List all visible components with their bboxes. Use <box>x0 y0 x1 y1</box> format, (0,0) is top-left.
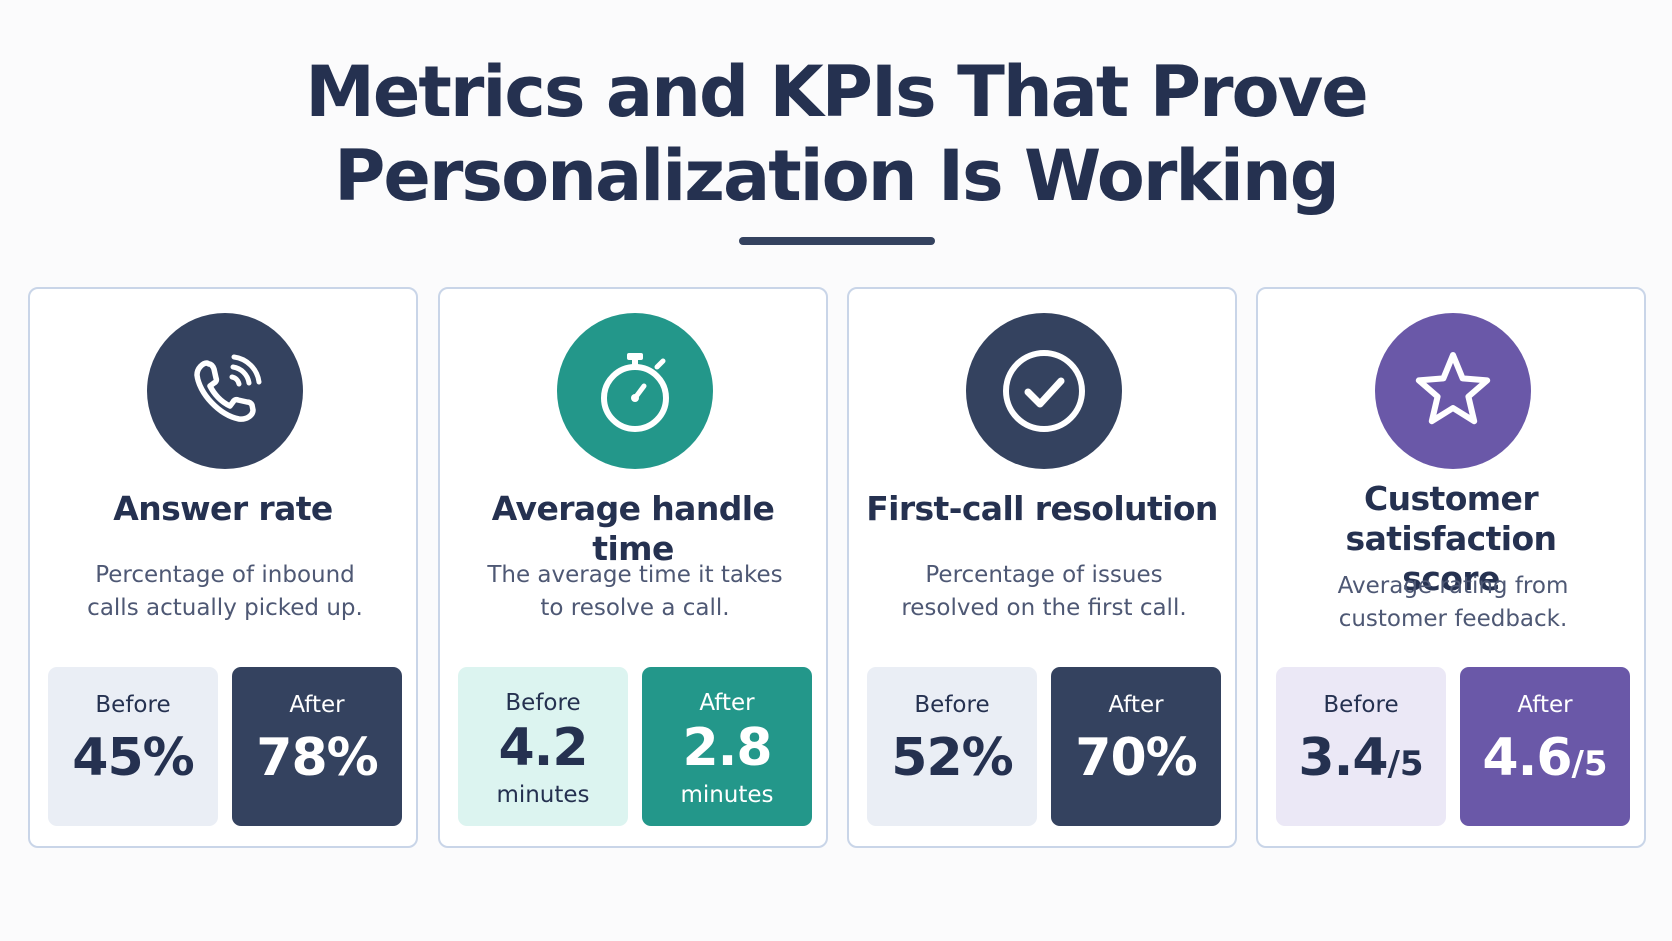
before-label: Before <box>505 690 581 716</box>
before-value: 4.2 <box>498 718 588 778</box>
star-icon <box>1375 313 1531 469</box>
after-stat-box: After 4.6/5 <box>1460 667 1630 826</box>
before-stat-box: Before 52% <box>867 667 1037 826</box>
before-unit: minutes <box>496 782 590 808</box>
title-line-2: Personalization Is Working <box>334 135 1340 217</box>
after-value: 78% <box>256 728 378 788</box>
metric-card-answer-rate: Answer rate Percentage of inbound calls … <box>28 287 418 848</box>
metric-description: Percentage of issues resolved on the fir… <box>901 562 1187 621</box>
after-label: After <box>1517 692 1573 718</box>
metric-card-average-handle-time: Average handle time The average time it … <box>438 287 828 848</box>
after-value: 2.8 <box>682 718 772 778</box>
metric-title: Average handle time <box>491 489 775 568</box>
after-label: After <box>1108 692 1164 718</box>
title-underline <box>739 237 935 245</box>
before-label: Before <box>914 692 990 718</box>
before-label: Before <box>1323 692 1399 718</box>
after-stat-box: After 2.8 minutes <box>642 667 812 826</box>
after-value: 4.6/5 <box>1482 728 1608 788</box>
metric-card-first-call-resolution: First-call resolution Percentage of issu… <box>847 287 1237 848</box>
after-label: After <box>289 692 345 718</box>
before-stat-box: Before 3.4/5 <box>1276 667 1446 826</box>
before-denominator: /5 <box>1387 744 1424 784</box>
after-label: After <box>699 690 755 716</box>
before-stat-box: Before 4.2 minutes <box>458 667 628 826</box>
metric-description: The average time it takes to resolve a c… <box>487 562 783 621</box>
title-line-1: Metrics and KPIs That Prove <box>305 51 1368 133</box>
after-stat-box: After 78% <box>232 667 402 826</box>
before-value: 52% <box>891 728 1013 788</box>
metric-title: Customer satisfaction score <box>1345 479 1557 598</box>
before-value: 45% <box>72 728 194 788</box>
after-value: 70% <box>1075 728 1197 788</box>
stopwatch-icon <box>557 313 713 469</box>
phone-ringing-icon <box>147 313 303 469</box>
metric-card-customer-satisfaction: Customer satisfaction score Average rati… <box>1256 287 1646 848</box>
page-title: Metrics and KPIs That Prove Personalizat… <box>0 50 1672 218</box>
metric-title: First-call resolution <box>866 489 1218 528</box>
before-value: 3.4/5 <box>1298 728 1424 788</box>
metric-description: Percentage of inbound calls actually pic… <box>87 562 363 621</box>
metric-description: Average rating from customer feedback. <box>1337 573 1569 632</box>
after-unit: minutes <box>680 782 774 808</box>
before-label: Before <box>95 692 171 718</box>
metric-title: Answer rate <box>113 489 333 528</box>
after-denominator: /5 <box>1571 744 1608 784</box>
check-circle-icon <box>966 313 1122 469</box>
before-stat-box: Before 45% <box>48 667 218 826</box>
after-stat-box: After 70% <box>1051 667 1221 826</box>
